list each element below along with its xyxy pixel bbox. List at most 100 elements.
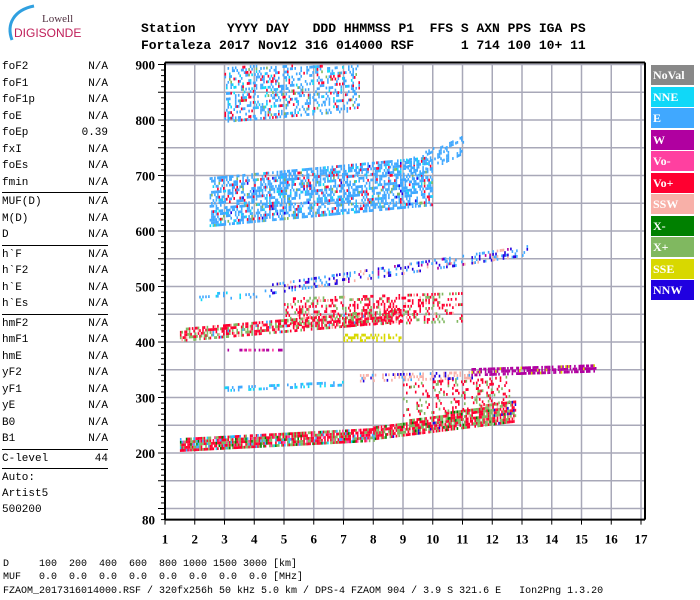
echo-point [242, 182, 244, 186]
echo-point [254, 324, 256, 328]
echo-point [251, 198, 253, 201]
echo-point [257, 326, 259, 330]
echo-point [513, 414, 515, 418]
echo-point [409, 419, 411, 422]
echo-point [400, 161, 402, 165]
echo-point [395, 173, 398, 177]
echo-point [318, 327, 320, 330]
echo-point [346, 333, 349, 337]
echo-point [377, 205, 380, 209]
echo-point [337, 71, 340, 75]
echo-point [411, 202, 414, 206]
echo-point [267, 110, 270, 114]
echo-point [285, 186, 288, 190]
echo-point [380, 433, 383, 437]
echo-point [391, 319, 393, 322]
echo-point [288, 89, 291, 93]
echo-point [456, 410, 459, 414]
echo-point [264, 442, 267, 445]
echo-point [261, 442, 264, 445]
echo-point [376, 311, 378, 314]
echo-point [478, 413, 481, 416]
echo-point [301, 179, 304, 183]
echo-point [318, 81, 320, 85]
echo-point [374, 317, 377, 320]
trace [403, 375, 511, 417]
echo-point [478, 421, 481, 425]
echo-point [443, 414, 445, 418]
echo-point [278, 438, 280, 442]
echo-point [429, 427, 432, 431]
echo-point [300, 83, 302, 86]
echo-point [352, 321, 354, 325]
echo-point [313, 98, 316, 102]
echo-point [502, 413, 505, 416]
echo-point [218, 181, 221, 185]
echo-point [316, 310, 319, 314]
echo-point [226, 211, 228, 215]
echo-point [212, 224, 215, 227]
echo-point [301, 91, 304, 95]
echo-point [416, 182, 418, 186]
echo-point [587, 367, 590, 371]
echo-point [362, 376, 365, 380]
echo-point [243, 107, 246, 111]
echo-point [255, 321, 258, 325]
echo-point [269, 433, 271, 437]
echo-point [297, 213, 299, 217]
echo-point [325, 433, 328, 437]
echo-point [420, 381, 423, 385]
echo-point [361, 171, 363, 174]
echo-point [297, 313, 299, 317]
echo-point [315, 192, 317, 195]
echo-point [203, 334, 206, 338]
echo-point [315, 175, 317, 179]
echo-point [255, 178, 258, 182]
echo-point [459, 371, 462, 375]
echo-point [449, 256, 451, 260]
echo-point [400, 373, 402, 376]
echo-point [285, 65, 288, 68]
echo-point [349, 313, 351, 317]
echo-point [300, 434, 302, 438]
echo-point [383, 169, 386, 172]
echo-point [267, 171, 270, 175]
echo-point [307, 305, 310, 308]
echo-point [301, 215, 304, 219]
echo-point [487, 417, 490, 421]
echo-point [273, 77, 276, 80]
echo-point [331, 179, 334, 183]
echo-point [478, 398, 481, 401]
echo-point [275, 99, 277, 102]
echo-point [395, 310, 398, 314]
echo-point [243, 65, 246, 69]
echo-point [359, 176, 362, 180]
echo-point [316, 284, 319, 288]
echo-point [362, 333, 365, 337]
echo-point [480, 421, 482, 425]
echo-point [230, 178, 232, 181]
echo-point [434, 427, 436, 430]
echo-point [187, 448, 189, 452]
echo-point [264, 105, 267, 109]
echo-point [553, 371, 555, 374]
echo-point [294, 67, 296, 70]
echo-point [353, 440, 356, 443]
echo-point [227, 348, 230, 352]
echo-point [365, 209, 368, 213]
echo-point [306, 437, 308, 440]
echo-point [337, 432, 340, 436]
echo-point [273, 218, 276, 222]
echo-point [383, 336, 386, 340]
echo-point [200, 436, 203, 440]
echo-point [428, 394, 430, 398]
echo-point [373, 303, 375, 306]
echo-point [371, 428, 374, 431]
echo-point [263, 323, 265, 327]
echo-point [343, 189, 346, 193]
echo-point [243, 215, 246, 219]
echo-point [322, 172, 325, 175]
echo-point [446, 417, 448, 421]
echo-point [395, 267, 398, 271]
echo-point [391, 320, 393, 324]
